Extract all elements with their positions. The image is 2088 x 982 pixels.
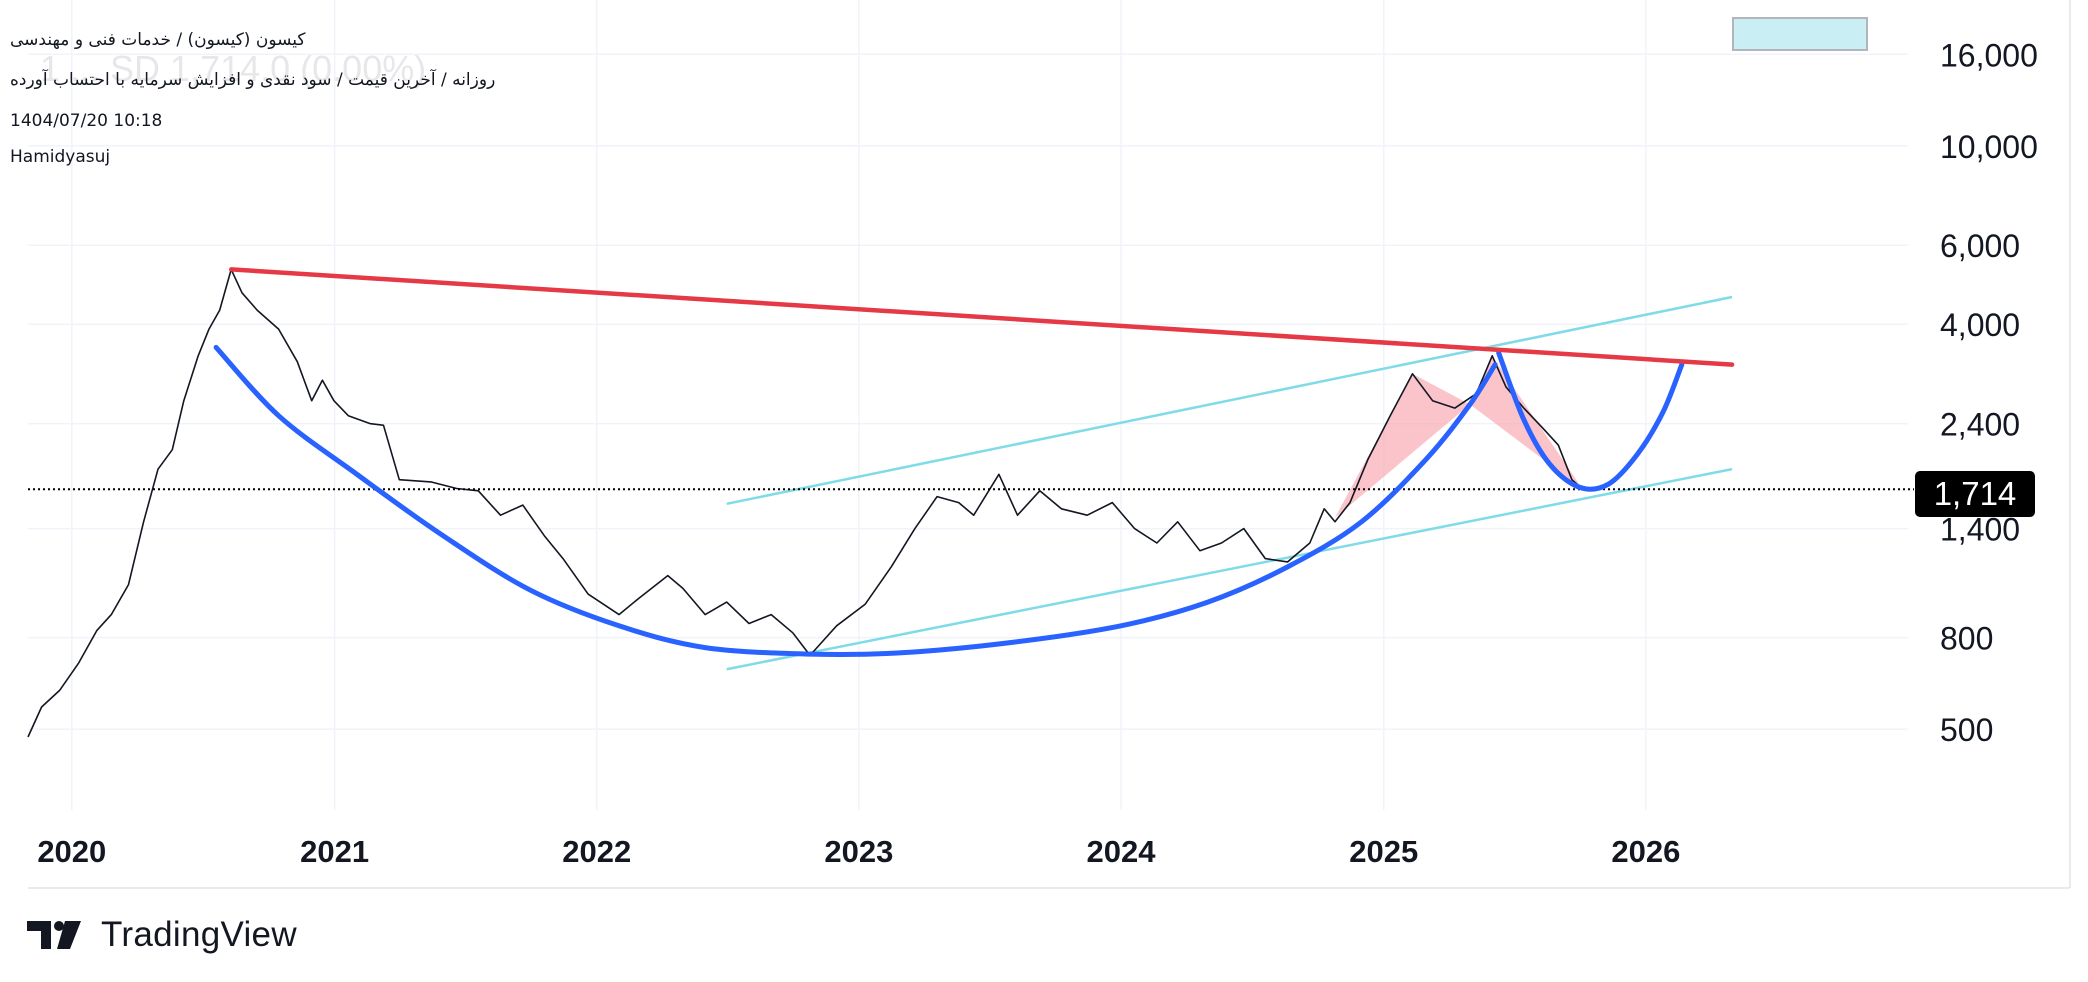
author-name: Hamidyasuj [10,147,111,167]
x-tick-label: 2023 [824,834,893,869]
symbol-watermark: 1 ... SD 1,714.0 (0.00%) [40,48,427,89]
y-tick-label: 1,400 [1940,512,2020,548]
current-price-tag: 1,714 [1915,471,2035,517]
x-tick-label: 2021 [300,834,369,869]
price-series [27,268,1914,738]
tradingview-logo-text: TradingView [101,915,297,954]
price-line [27,268,1584,738]
y-tick-label: 500 [1940,712,1993,748]
series-description: روزانه / آخرین قیمت / سود نقدی و افزایش … [10,70,496,90]
handle-curve[interactable] [1496,350,1685,492]
x-tick-label: 2020 [37,834,106,869]
harmonic-pattern-triangle [1334,373,1470,518]
y-tick-label: 10,000 [1940,129,2038,165]
channel-upper-line[interactable] [726,295,1733,506]
x-tick-label: 2025 [1349,834,1418,869]
symbol-name: کیسون (کیسون) / خدمات فنی و مهندسی [10,30,306,50]
x-tick-label: 2022 [562,834,631,869]
chart-grid [28,0,2071,889]
legend-swatch [1732,17,1868,51]
cup-curve[interactable] [213,344,1498,658]
chart-axes: 500 800 1,400 2,400 4,000 6,000 10,000 16,000 20… [37,37,2038,869]
y-tick-label: 2,400 [1940,407,2020,443]
y-tick-label: 16,000 [1940,37,2038,73]
tradingview-logo-icon [27,921,81,949]
resistance-line[interactable] [228,267,1735,367]
chart-drawings-front[interactable] [213,267,1735,658]
y-tick-label: 800 [1940,621,1993,657]
tradingview-logo[interactable]: TradingView [27,913,297,957]
x-tick-label: 2026 [1611,834,1680,869]
y-tick-label: 6,000 [1940,228,2020,264]
x-tick-label: 2024 [1086,834,1156,869]
y-tick-label: 4,000 [1940,307,2020,343]
channel-lower-line[interactable] [726,467,1733,671]
snapshot-datetime: 1404/07/20 10:18 [10,111,163,131]
